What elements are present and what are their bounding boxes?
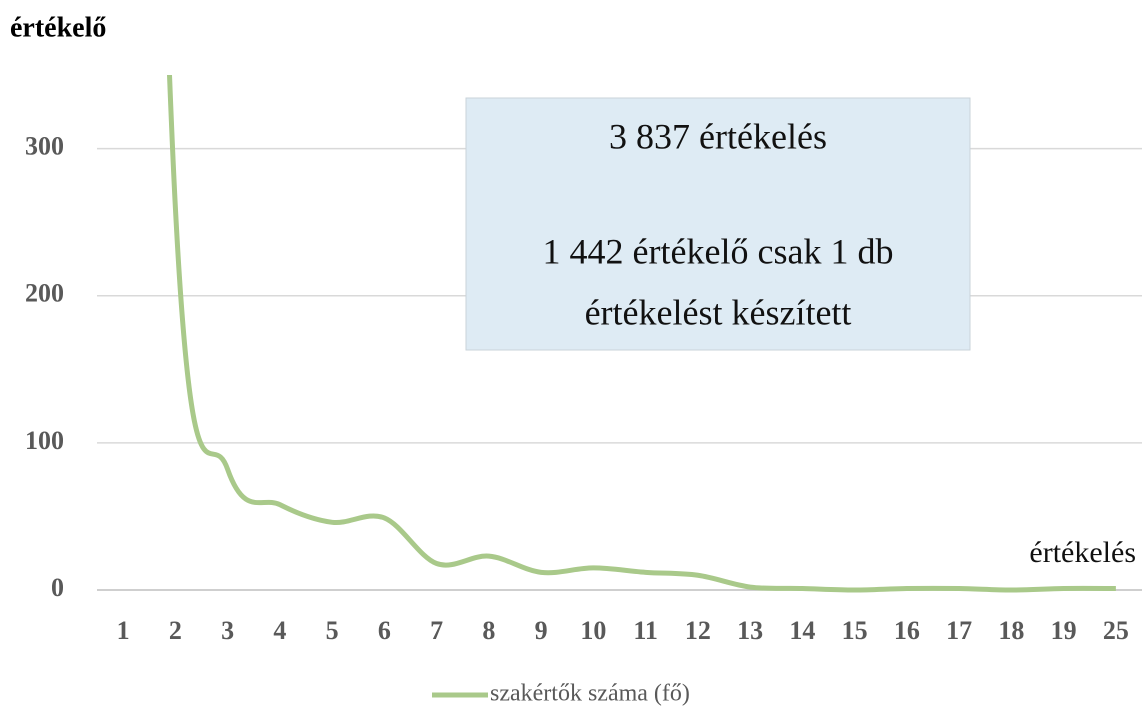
annotation-box	[465, 97, 971, 351]
y-tick-label: 0	[51, 573, 64, 602]
x-tick-label: 14	[789, 616, 815, 645]
x-tick-label: 6	[378, 616, 391, 645]
annotation-text: 3 837 értékelés	[609, 116, 827, 156]
x-tick-label: 16	[894, 616, 920, 645]
y-axis-label: értékelő	[10, 12, 106, 43]
x-axis-label: értékelés	[1029, 536, 1136, 569]
x-tick-label: 19	[1051, 616, 1077, 645]
x-tick-label: 4	[273, 616, 286, 645]
x-tick-label: 1	[117, 616, 130, 645]
x-tick-label: 18	[998, 616, 1024, 645]
annotation-text: értékelést készített	[585, 292, 852, 332]
x-tick-label: 15	[842, 616, 868, 645]
y-tick-label: 200	[25, 279, 64, 308]
x-tick-label: 25	[1103, 616, 1129, 645]
x-tick-label: 9	[535, 616, 548, 645]
x-tick-label: 2	[169, 616, 182, 645]
x-tick-label: 8	[482, 616, 495, 645]
series-line	[167, 75, 1116, 593]
x-tick-label: 17	[946, 616, 972, 645]
x-tick-label: 3	[221, 616, 234, 645]
y-tick-label: 300	[25, 132, 64, 161]
annotation-text: 1 442 értékelő csak 1 db	[543, 231, 894, 271]
x-tick-label: 5	[326, 616, 339, 645]
x-tick-label: 7	[430, 616, 443, 645]
y-tick-label: 100	[25, 426, 64, 455]
plot	[167, 75, 1116, 593]
x-tick-label: 13	[737, 616, 763, 645]
legend-label: szakértők száma (fő)	[490, 681, 690, 707]
x-tick-label: 12	[685, 616, 711, 645]
x-tick-label: 10	[580, 616, 606, 645]
legend: szakértők száma (fő)	[432, 681, 690, 707]
x-tick-label: 11	[633, 616, 658, 645]
